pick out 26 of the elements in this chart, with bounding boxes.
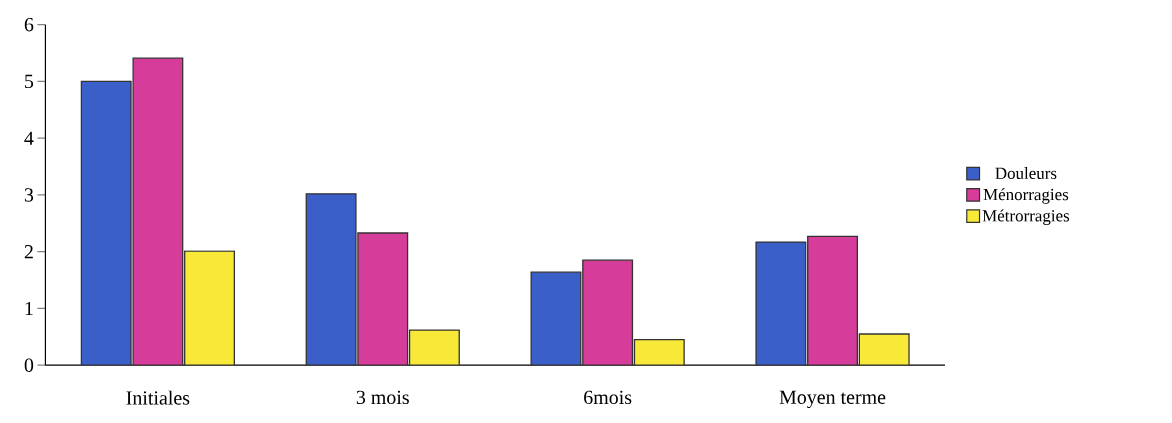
y-tick-label: 2 xyxy=(24,244,33,259)
y-tick-label: 5 xyxy=(25,74,34,88)
y-tick-label: 3 xyxy=(24,188,34,202)
x-tick-label: Moyen terme xyxy=(779,390,886,408)
bar xyxy=(582,259,634,366)
bar xyxy=(357,232,409,366)
x-tick-label: Initiales xyxy=(126,390,190,405)
bar xyxy=(755,241,807,366)
x-tick-label: 3 mois xyxy=(356,390,409,404)
bar xyxy=(530,271,582,366)
y-tick-label: 4 xyxy=(24,131,34,145)
x-tick-label: 6mois xyxy=(584,390,632,404)
bar xyxy=(807,235,859,366)
bar xyxy=(132,57,184,366)
bar xyxy=(858,333,910,366)
bar xyxy=(305,192,357,366)
y-tick-label: 0 xyxy=(24,358,34,372)
bar xyxy=(80,80,132,366)
bar xyxy=(633,338,685,366)
bar xyxy=(408,329,460,366)
legend-label: Douleurs xyxy=(995,166,1057,179)
y-tick-label: 6 xyxy=(24,17,34,32)
legend-label: Métrorragies xyxy=(982,209,1070,225)
bar xyxy=(184,250,235,366)
y-tick-label: 1 xyxy=(25,301,33,315)
legend-label: Ménorragies xyxy=(983,188,1069,204)
